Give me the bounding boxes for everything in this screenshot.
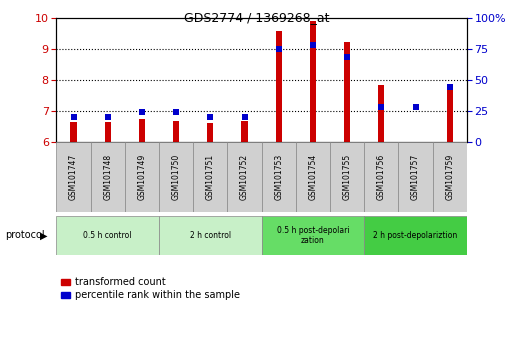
Bar bbox=[262, 216, 364, 255]
Text: 0.5 h control: 0.5 h control bbox=[84, 231, 132, 240]
Text: 2 h control: 2 h control bbox=[190, 231, 231, 240]
Point bbox=[206, 114, 214, 120]
Bar bbox=[242, 120, 248, 142]
Point bbox=[274, 46, 283, 51]
Bar bbox=[344, 42, 350, 142]
Bar bbox=[193, 142, 227, 212]
Text: GSM101759: GSM101759 bbox=[445, 154, 454, 200]
Bar bbox=[56, 142, 91, 212]
Bar bbox=[310, 21, 316, 142]
Bar bbox=[159, 216, 262, 255]
Point bbox=[172, 109, 180, 115]
Bar bbox=[432, 142, 467, 212]
Text: GSM101755: GSM101755 bbox=[343, 154, 351, 200]
Point bbox=[104, 114, 112, 120]
Bar bbox=[91, 142, 125, 212]
Text: GSM101747: GSM101747 bbox=[69, 154, 78, 200]
Text: GSM101751: GSM101751 bbox=[206, 154, 215, 200]
Text: GSM101754: GSM101754 bbox=[308, 154, 318, 200]
Text: 0.5 h post-depolari
zation: 0.5 h post-depolari zation bbox=[277, 226, 349, 245]
Text: protocol: protocol bbox=[5, 230, 45, 240]
Bar bbox=[159, 142, 193, 212]
Point bbox=[377, 104, 385, 110]
Text: GDS2774 / 1369268_at: GDS2774 / 1369268_at bbox=[184, 11, 329, 24]
Point bbox=[446, 84, 454, 90]
Text: 2 h post-depolariztion: 2 h post-depolariztion bbox=[373, 231, 458, 240]
Text: GSM101750: GSM101750 bbox=[172, 154, 181, 200]
Text: GSM101753: GSM101753 bbox=[274, 154, 283, 200]
Point bbox=[309, 42, 317, 48]
Bar bbox=[275, 31, 282, 142]
Point bbox=[241, 114, 249, 120]
Text: GSM101756: GSM101756 bbox=[377, 154, 386, 200]
Text: GSM101748: GSM101748 bbox=[103, 154, 112, 200]
Bar bbox=[173, 120, 179, 142]
Text: GSM101752: GSM101752 bbox=[240, 154, 249, 200]
Bar bbox=[207, 123, 213, 142]
Point bbox=[411, 104, 420, 110]
Legend: transformed count, percentile rank within the sample: transformed count, percentile rank withi… bbox=[61, 278, 240, 300]
Bar bbox=[227, 142, 262, 212]
Bar bbox=[56, 216, 159, 255]
Bar bbox=[447, 85, 453, 142]
Point bbox=[138, 109, 146, 115]
Bar bbox=[296, 142, 330, 212]
Bar bbox=[364, 142, 399, 212]
Point bbox=[343, 55, 351, 60]
Bar bbox=[105, 122, 111, 142]
Bar bbox=[364, 216, 467, 255]
Bar bbox=[378, 85, 384, 142]
Bar bbox=[399, 142, 432, 212]
Bar bbox=[125, 142, 159, 212]
Bar bbox=[262, 142, 296, 212]
Bar bbox=[330, 142, 364, 212]
Point bbox=[69, 114, 77, 120]
Text: GSM101757: GSM101757 bbox=[411, 154, 420, 200]
Bar bbox=[70, 122, 76, 142]
Text: ▶: ▶ bbox=[40, 230, 47, 240]
Bar bbox=[139, 119, 145, 142]
Text: GSM101749: GSM101749 bbox=[137, 154, 146, 200]
